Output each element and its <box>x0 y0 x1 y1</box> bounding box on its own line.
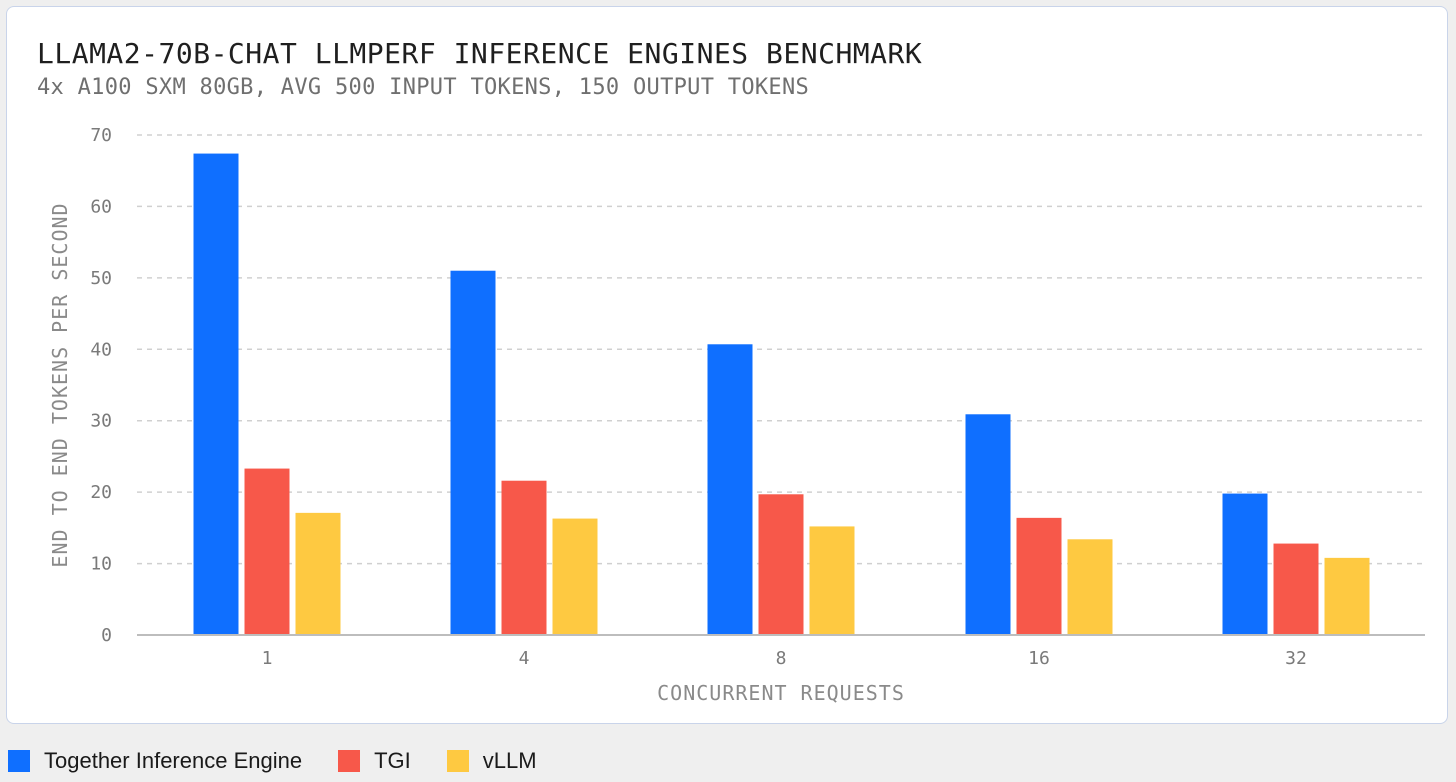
x-tick-label: 16 <box>1028 648 1050 669</box>
bar-together <box>707 344 753 635</box>
y-tick-label: 60 <box>90 196 112 217</box>
bar-vllm <box>809 526 855 635</box>
bar-together <box>1222 493 1268 635</box>
bar-vllm <box>1324 557 1370 635</box>
legend-label: vLLM <box>482 748 537 773</box>
y-axis-label: END TO END TOKENS PER SECOND <box>48 202 72 567</box>
x-tick-label: 8 <box>776 648 787 669</box>
bars <box>193 153 1370 636</box>
legend-item-together: Together Inference Engine <box>8 748 302 774</box>
bar-tgi <box>501 480 547 635</box>
chart-title: LLAMA2-70B-CHAT LLMPERF INFERENCE ENGINE… <box>37 37 923 70</box>
bar-vllm <box>1067 539 1113 635</box>
x-axis-label: CONCURRENT REQUESTS <box>657 681 905 705</box>
bar-together <box>450 270 496 635</box>
bar-together <box>193 153 239 636</box>
axes: 0 10 20 30 40 50 60 70 1 4 8 16 32 <box>90 125 1425 669</box>
bar-tgi <box>1016 517 1062 635</box>
legend-item-vllm: vLLM <box>446 748 537 774</box>
legend-label: TGI <box>374 748 411 773</box>
x-tick-label: 1 <box>262 648 273 669</box>
y-tick-label: 10 <box>90 554 112 575</box>
x-tick-label: 4 <box>519 648 530 669</box>
y-tick-label: 40 <box>90 339 112 360</box>
bar-together <box>965 414 1011 635</box>
legend-swatch <box>446 750 469 772</box>
y-tick-label: 30 <box>90 411 112 432</box>
bar-tgi <box>758 494 804 635</box>
legend-swatch <box>338 750 361 772</box>
x-tick-label: 32 <box>1285 648 1307 669</box>
y-tick-label: 20 <box>90 482 112 503</box>
bar-vllm <box>552 518 598 635</box>
y-tick-label: 0 <box>101 625 112 646</box>
bar-vllm <box>295 512 341 635</box>
y-tick-label: 50 <box>90 268 112 289</box>
legend-label: Together Inference Engine <box>44 748 303 773</box>
bar-tgi <box>1273 543 1319 635</box>
legend: Together Inference Engine TGI vLLM <box>8 748 573 774</box>
legend-swatch <box>8 750 30 772</box>
y-tick-label: 70 <box>90 125 112 146</box>
chart-subtitle: 4x A100 SXM 80GB, AVG 500 INPUT TOKENS, … <box>37 75 810 100</box>
gridlines <box>137 134 1425 565</box>
bar-tgi <box>244 468 290 635</box>
legend-item-tgi: TGI <box>338 748 411 774</box>
